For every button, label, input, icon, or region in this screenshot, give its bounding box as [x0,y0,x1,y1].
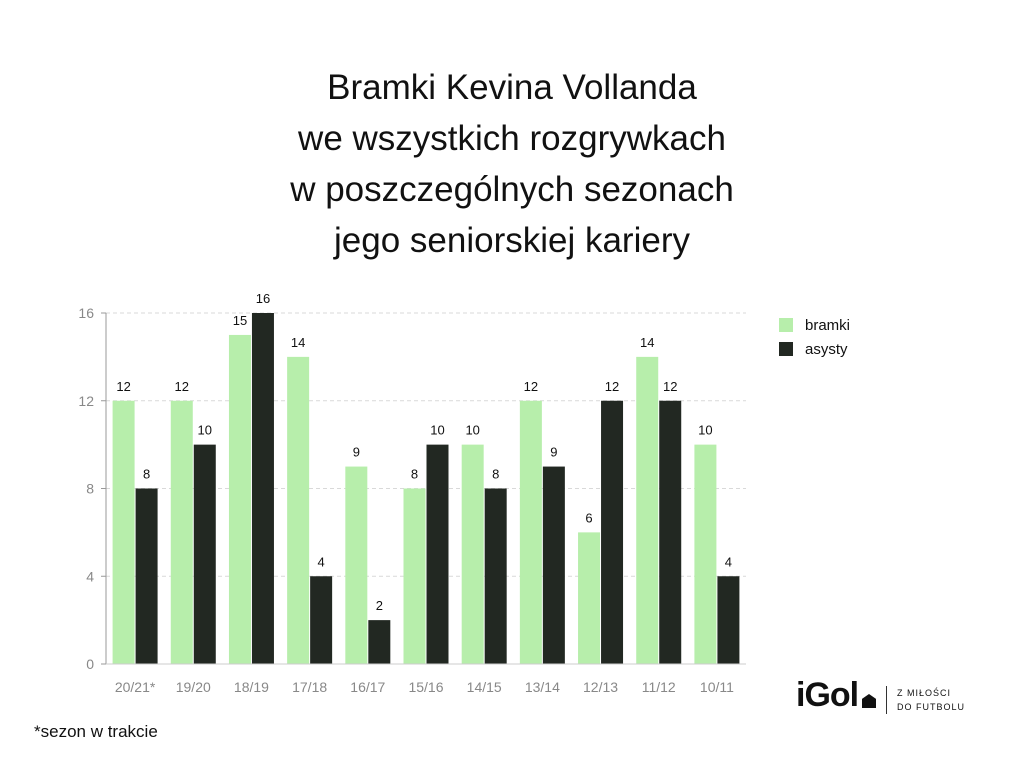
logo-divider [886,686,887,714]
data-label: 9 [353,445,360,460]
data-label: 12 [663,379,677,394]
chart-title-line: jego seniorskiej kariery [334,221,690,260]
x-tick-label: 15/16 [408,679,443,695]
x-tick-label: 16/17 [350,679,385,695]
bar-asysty [659,400,682,664]
data-label: 4 [725,554,732,569]
bar-bramki [170,400,193,664]
data-label: 12 [524,379,538,394]
y-tick-label: 0 [86,656,94,672]
axis-layer: 0 4 8 12 16 20/21* 19/20 18/19 17/18 16/17 15/16 14… [78,305,746,695]
bar-asysty [601,400,624,664]
data-label: 4 [318,554,325,569]
chart-title: Bramki Kevina Vollanda we wszystkich roz… [200,62,824,266]
legend-label-asysty: asysty [805,341,848,358]
x-tick-label: 18/19 [234,679,269,695]
x-tick-label: 19/20 [176,679,211,695]
bars-layer [112,313,740,664]
legend-label-bramki: bramki [805,317,850,334]
data-label: 12 [605,379,619,394]
chart-title-line: Bramki Kevina Vollanda [327,68,697,107]
bar-asysty [717,576,740,664]
bar-asysty [310,576,333,664]
data-labels-layer: 12 8 12 10 15 16 14 4 9 2 8 10 10 8 12 9 6 12 14 12 10 4 [116,291,732,613]
legend-swatch-asysty [779,342,793,356]
x-tick-label: 10/11 [700,679,734,695]
x-tick-label: 11/12 [642,679,676,695]
data-label: 10 [698,423,712,438]
bar-asysty [193,444,216,664]
data-label: 12 [116,379,130,394]
data-label: 10 [430,423,444,438]
bar-bramki [287,356,310,664]
bar-bramki [345,466,368,664]
bar-asysty [426,444,449,664]
x-tick-label: 13/14 [525,679,560,695]
bar-bramki [519,400,542,664]
bar-bramki [403,488,426,664]
y-tick-label: 12 [78,393,94,409]
logo-badge-icon [862,694,876,708]
bar-asysty [368,620,391,664]
data-label: 8 [492,467,499,482]
legend: bramki asysty [779,317,850,358]
data-label: 12 [175,379,189,394]
bar-bramki [694,444,717,664]
data-label: 8 [411,467,418,482]
legend-swatch-bramki [779,318,793,332]
data-label: 14 [291,335,305,350]
y-tick-label: 8 [86,481,94,497]
chart-title-line: we wszystkich rozgrywkach [298,119,726,158]
y-tick-label: 4 [86,568,94,584]
bar-asysty [251,313,274,664]
data-label: 16 [256,291,270,306]
bar-bramki [461,444,484,664]
bar-bramki [112,400,135,664]
data-label: 14 [640,335,654,350]
logo-wordmark: iGol [796,676,859,714]
igol-logo: iGol Z MIŁOŚCI DO FUTBOLU [796,676,976,720]
bar-asysty [542,466,565,664]
x-tick-label: 12/13 [583,679,618,695]
data-label: 6 [585,510,592,525]
data-label: 10 [465,423,479,438]
x-tick-label: 20/21* [115,679,156,695]
data-label: 2 [376,598,383,613]
bar-asysty [135,488,158,664]
data-label: 15 [233,313,247,328]
data-label: 10 [198,423,212,438]
x-tick-label: 14/15 [467,679,502,695]
y-tick-label: 16 [78,305,94,321]
bar-bramki [578,532,601,664]
logo-tagline-line: DO FUTBOLU [897,702,966,712]
x-tick-label: 17/18 [292,679,327,695]
footnote: *sezon w trakcie [34,722,158,741]
chart-title-line: w poszczególnych sezonach [290,170,734,209]
bar-bramki [228,334,251,664]
bar-bramki [636,356,659,664]
data-label: 8 [143,467,150,482]
logo-tagline-line: Z MIŁOŚCI [897,688,952,698]
bar-asysty [484,488,507,664]
data-label: 9 [550,445,557,460]
logo-tagline: Z MIŁOŚCI DO FUTBOLU [897,686,965,714]
